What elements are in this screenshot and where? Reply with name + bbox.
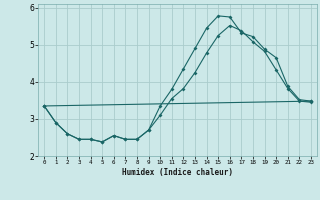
X-axis label: Humidex (Indice chaleur): Humidex (Indice chaleur)	[122, 168, 233, 177]
